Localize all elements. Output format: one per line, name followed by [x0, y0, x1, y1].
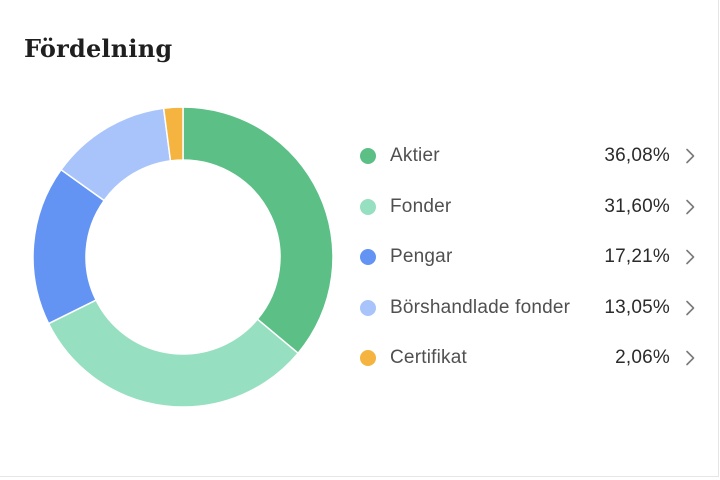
donut-slice-fonder[interactable]: [47, 299, 300, 408]
chevron-right-icon[interactable]: [680, 348, 700, 368]
legend-label: Certifikat: [390, 347, 467, 369]
donut-slice-aktier[interactable]: [182, 106, 334, 355]
legend: Aktier 36,08% Fonder 31,60% Pengar 17,21…: [360, 131, 700, 384]
legend-value: 17,21%: [604, 246, 670, 268]
legend-row-borshandlade-fonder[interactable]: Börshandlade fonder 13,05%: [360, 283, 700, 334]
legend-dot: [360, 198, 376, 215]
chevron-right-icon[interactable]: [680, 298, 700, 318]
legend-value: 36,08%: [604, 145, 670, 167]
legend-row-aktier[interactable]: Aktier 36,08%: [360, 131, 700, 182]
legend-value: 2,06%: [615, 347, 670, 369]
chevron-right-icon[interactable]: [680, 247, 700, 267]
legend-dot: [360, 299, 376, 316]
donut-slice-certifikat[interactable]: [162, 106, 184, 162]
legend-label: Börshandlade fonder: [390, 296, 571, 318]
legend-row-pengar[interactable]: Pengar 17,21%: [360, 232, 700, 283]
legend-dot: [360, 249, 376, 266]
legend-row-certifikat[interactable]: Certifikat 2,06%: [360, 333, 700, 384]
donut-chart: [32, 106, 334, 408]
card-title: Fördelning: [24, 34, 173, 63]
legend-value: 31,60%: [604, 195, 670, 217]
legend-label: Fonder: [390, 195, 452, 217]
legend-value: 13,05%: [604, 296, 670, 318]
legend-label: Aktier: [390, 145, 440, 167]
legend-label: Pengar: [390, 246, 453, 268]
chevron-right-icon[interactable]: [680, 197, 700, 217]
legend-dot: [360, 350, 376, 367]
chevron-right-icon[interactable]: [680, 146, 700, 166]
legend-row-fonder[interactable]: Fonder 31,60%: [360, 182, 700, 233]
legend-dot: [360, 148, 376, 165]
